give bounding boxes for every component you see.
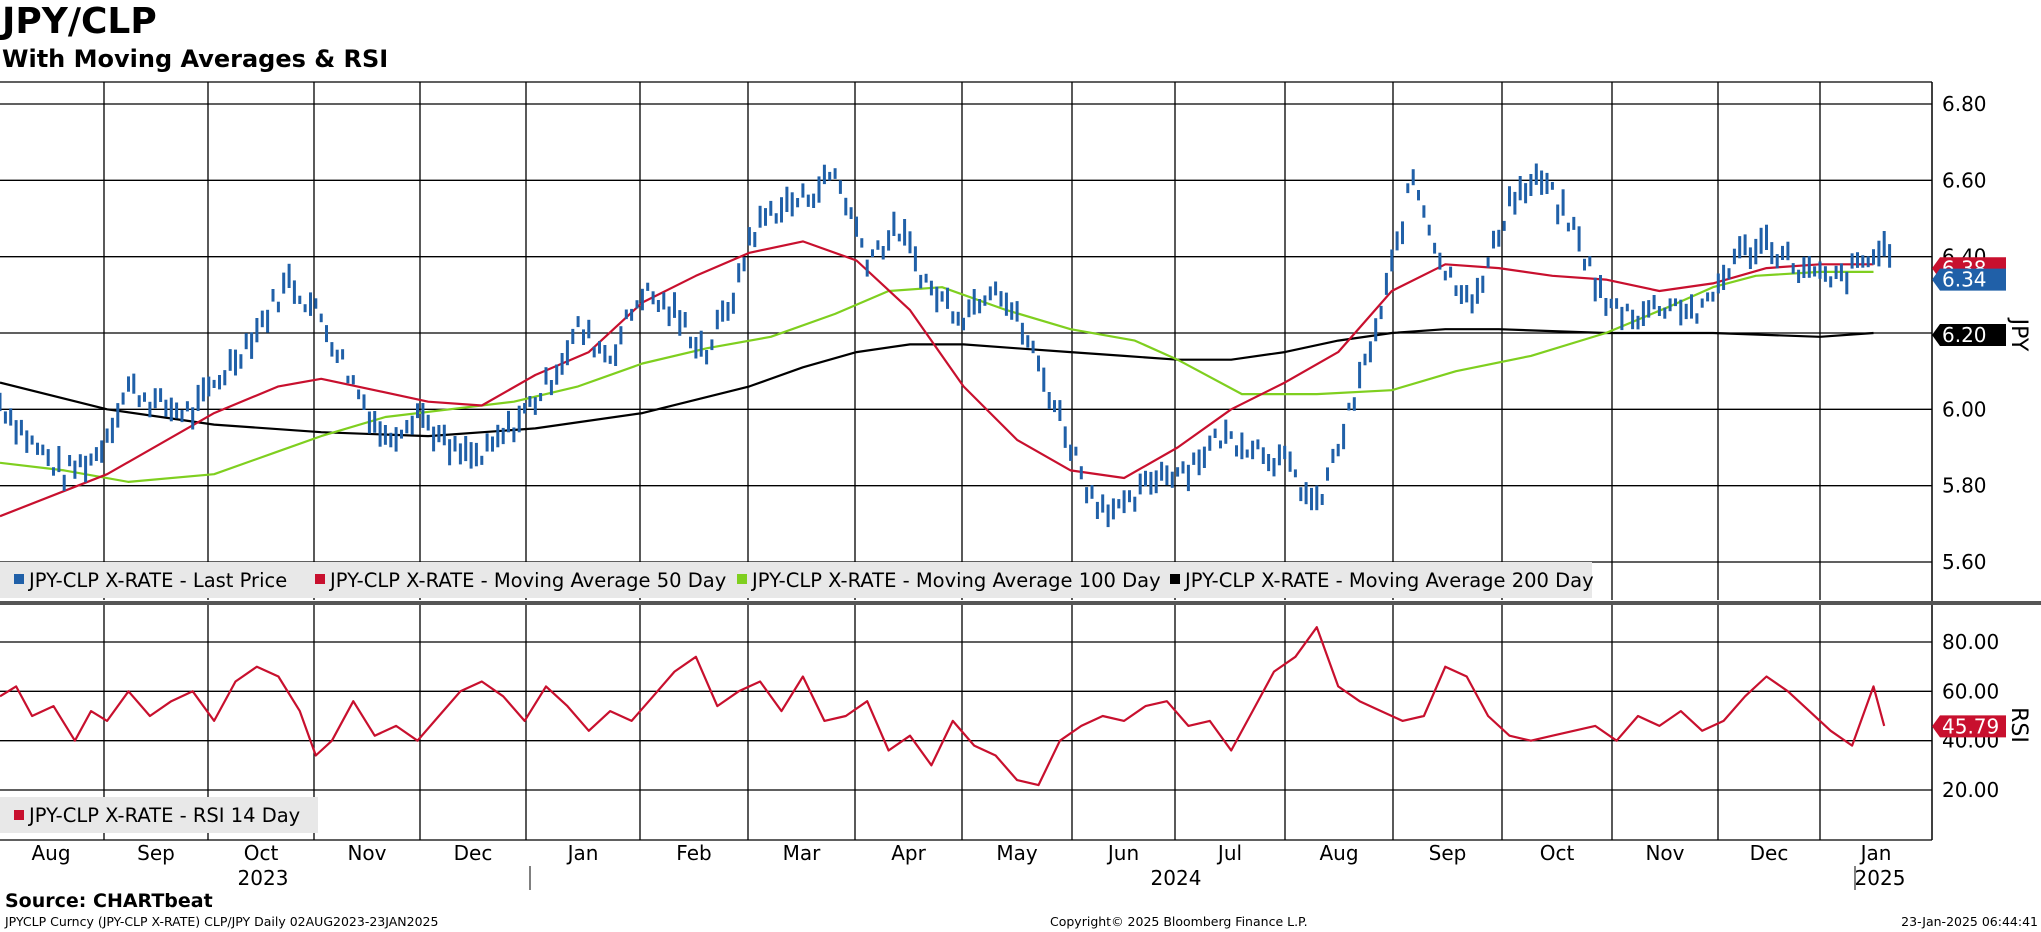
price-last-value-bg [1932, 268, 2006, 291]
legend-swatch [737, 574, 747, 584]
legend-label: JPY-CLP X-RATE - Moving Average 100 Day [750, 569, 1161, 592]
month-label: Sep [137, 841, 175, 865]
price-grid [0, 81, 2041, 841]
price-tick-label: 5.60 [1942, 550, 1987, 574]
legend-swatch [14, 574, 24, 584]
footer-timestamp: 23-Jan-2025 06:44:41 [1901, 914, 2038, 929]
month-label: Jan [1859, 841, 1892, 865]
chart-subtitle: With Moving Averages & RSI [2, 45, 389, 73]
rsi-tick-label: 20.00 [1942, 778, 1999, 802]
price-tick-label: 6.80 [1942, 92, 1987, 116]
source-note: Source: CHARTbeat [5, 890, 213, 912]
price-axis: 6.806.606.406.206.005.805.60JPY6.386.346… [1932, 92, 2031, 574]
ma50-line [0, 240, 1874, 518]
rsi-tick-label: 60.00 [1942, 679, 1999, 703]
rsi-tick-label: 80.00 [1942, 630, 1999, 654]
rsi-legend: JPY-CLP X-RATE - RSI 14 Day [0, 797, 318, 833]
legend-label: JPY-CLP X-RATE - Moving Average 50 Day [328, 569, 726, 592]
month-label: Aug [31, 841, 70, 865]
legend-box [0, 562, 1592, 598]
rsi-line-path [0, 626, 1886, 787]
month-label: Sep [1429, 841, 1467, 865]
price-last-value: 6.34 [1942, 268, 1987, 292]
year-label: 2025 [1855, 866, 1906, 890]
month-label: Jul [1216, 841, 1242, 865]
ma200-series [0, 328, 1874, 438]
rsi-axis-title: RSI [2006, 707, 2031, 743]
ma200-last-value-bg [1932, 324, 2006, 346]
year-label: 2024 [1151, 866, 1202, 890]
panel-separator [0, 601, 2041, 605]
month-label: Dec [454, 841, 493, 865]
rsi-last-value: 45.79 [1942, 714, 1999, 738]
ma200-last-value: 6.20 [1942, 323, 1987, 347]
month-label: Nov [1645, 841, 1684, 865]
legend-swatch [315, 574, 325, 584]
month-label: Nov [347, 841, 386, 865]
month-label: May [996, 841, 1038, 865]
footer-copyright: Copyright© 2025 Bloomberg Finance L.P. [1050, 914, 1308, 929]
price-tick-label: 5.80 [1942, 474, 1987, 498]
ma100-series [0, 270, 1874, 483]
price-series [0, 163, 1892, 528]
month-label: Jan [566, 841, 599, 865]
rsi-legend-box [0, 797, 318, 833]
legend-label: JPY-CLP X-RATE - Moving Average 200 Day [1183, 569, 1594, 592]
month-label: Dec [1750, 841, 1789, 865]
price-axis-title: JPY [2006, 317, 2031, 352]
rsi-legend-label: JPY-CLP X-RATE - RSI 14 Day [27, 804, 300, 827]
year-label: 2023 [238, 866, 289, 890]
price-tick-label: 6.60 [1942, 168, 1987, 192]
price-legend: JPY-CLP X-RATE - Last Price JPY-CLP X-RAT… [0, 562, 1594, 598]
ma200-line [0, 328, 1874, 438]
ma50-series [0, 240, 1874, 518]
month-label: Mar [783, 841, 822, 865]
price-tick-label: 6.00 [1942, 397, 1987, 421]
rsi-grid [0, 641, 1932, 791]
rsi-legend-swatch [14, 810, 24, 820]
ma100-line [0, 270, 1874, 483]
footer-ticker-info: JPYCLP Curncy (JPY-CLP X-RATE) CLP/JPY D… [5, 914, 439, 929]
legend-label: JPY-CLP X-RATE - Last Price [27, 569, 287, 592]
month-label: Oct [244, 841, 279, 865]
x-axis: Aug Sep Oct Nov Dec Jan Feb Mar Apr May Jun Jul Aug S… [31, 841, 1905, 890]
month-label: Apr [891, 841, 926, 865]
rsi-last-value-bg [1932, 715, 2006, 738]
month-label: Jun [1106, 841, 1139, 865]
month-label: Aug [1319, 841, 1358, 865]
chart-title: JPY/CLP [2, 1, 157, 42]
rsi-series [0, 626, 1886, 787]
month-label: Oct [1540, 841, 1575, 865]
legend-swatch [1170, 574, 1180, 584]
month-label: Feb [676, 841, 711, 865]
